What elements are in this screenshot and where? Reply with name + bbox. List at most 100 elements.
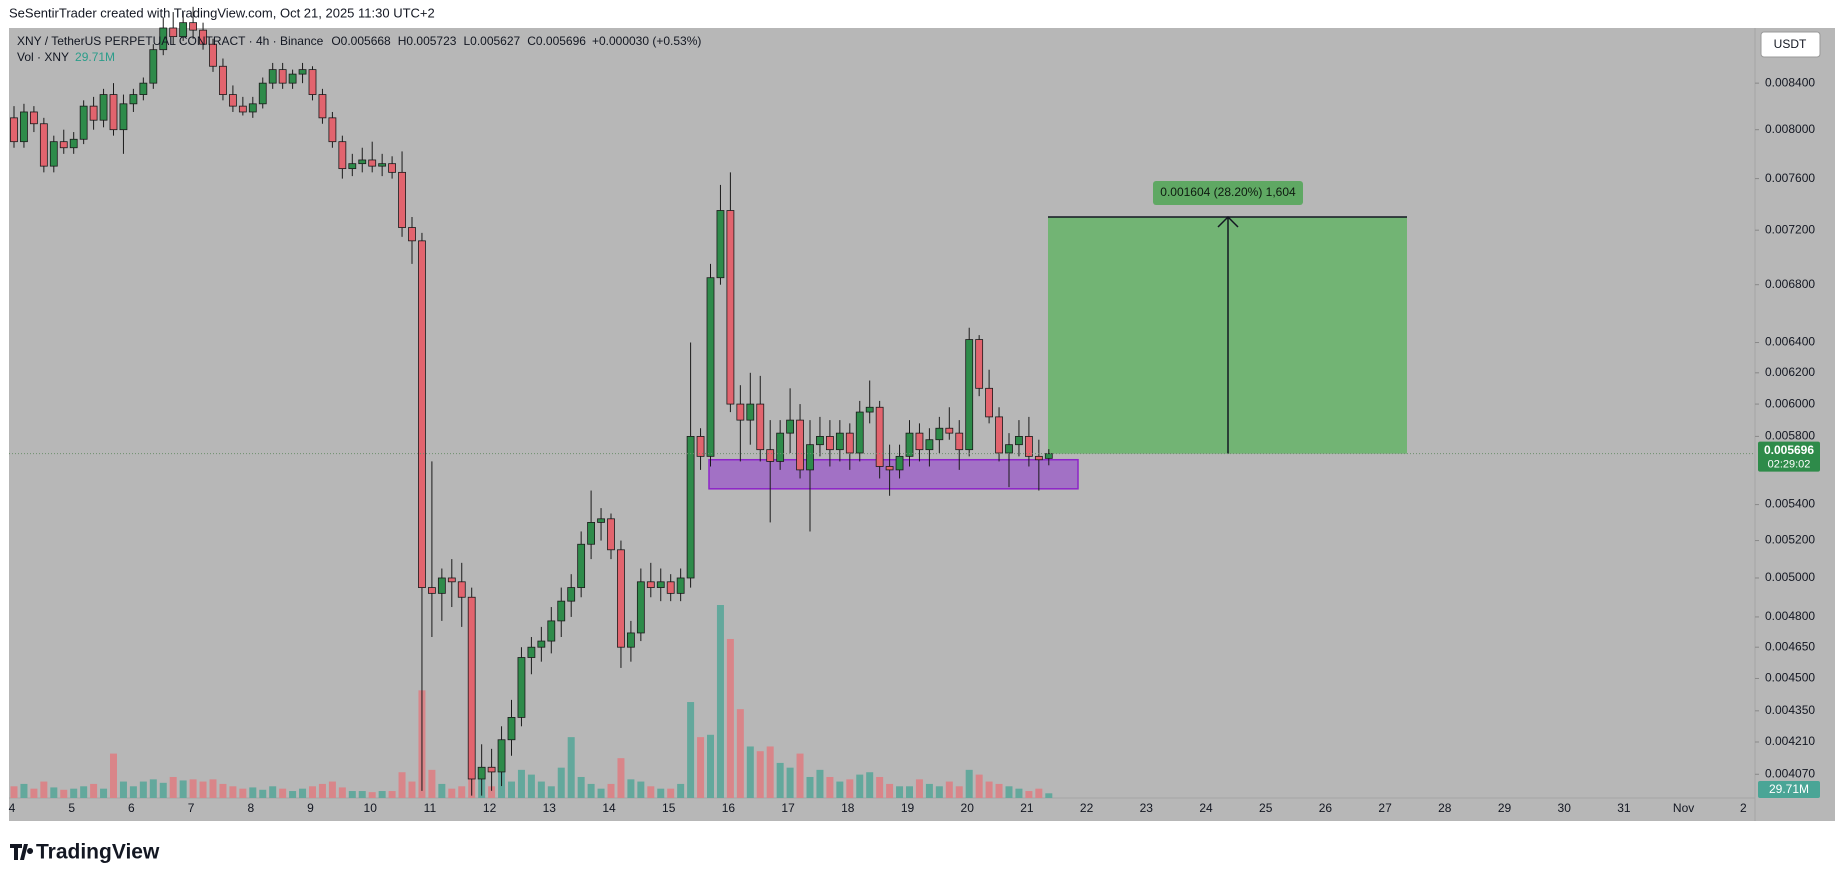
candle-body [288, 73, 297, 84]
volume-bar [60, 789, 68, 798]
candle-body [59, 141, 68, 149]
candle-body [10, 117, 18, 143]
time-tick-label: 22 [1080, 801, 1094, 815]
volume-bar [299, 788, 307, 798]
candle-body [975, 339, 984, 389]
volume-bar [906, 786, 913, 798]
candle-body [955, 432, 964, 451]
price-tick-label: 0.007600 [1765, 171, 1815, 185]
price-tick-label: 0.006000 [1765, 396, 1815, 410]
change: +0.000030 (+0.53%) [592, 34, 701, 48]
volume-bar [40, 781, 48, 798]
volume-bar [149, 779, 157, 798]
volume-bar [647, 786, 655, 798]
volume-bar [1035, 788, 1043, 798]
volume-bar [1045, 793, 1053, 798]
volume-bar [368, 792, 376, 798]
legend-volume: Vol · XNY 29.71M [17, 50, 115, 64]
volume-bar [796, 753, 804, 798]
volume-bar [100, 788, 108, 798]
marks [9, 6, 1755, 798]
candle-body [497, 739, 506, 773]
arrow-head [1217, 215, 1239, 228]
volume-bar [488, 786, 496, 798]
volume-bar [677, 783, 685, 798]
candle-body [666, 581, 675, 594]
time-tick-label: 29 [1498, 801, 1512, 815]
price-tick-label: 0.006800 [1765, 277, 1815, 291]
time-tick-label: 11 [424, 801, 437, 815]
volume-bar [597, 788, 605, 798]
volume-bar [269, 786, 277, 798]
price-tick-label: 0.005800 [1765, 429, 1815, 443]
candle-body [1034, 455, 1043, 461]
candle-body [985, 387, 993, 418]
candle-body [746, 403, 755, 421]
volume-bar [20, 783, 28, 798]
volume-bar [975, 774, 983, 798]
currency-label[interactable]: USDT [1774, 37, 1807, 51]
price-tick-label: 0.004210 [1765, 734, 1815, 748]
volume-bar [746, 746, 754, 798]
candle-body [965, 339, 974, 451]
candle-body [756, 403, 765, 451]
volume-bar [80, 786, 88, 798]
volume-bar [458, 786, 466, 798]
volume-bar [736, 709, 744, 798]
volume-bar [50, 787, 58, 798]
volume-bar [697, 737, 705, 798]
volume-bar [876, 776, 884, 798]
candle-body [209, 43, 217, 67]
candle-body [457, 581, 466, 598]
candle-body [806, 444, 814, 471]
candle-body [139, 82, 148, 95]
time-tick-label: 23 [1140, 801, 1154, 815]
ohlc-key: L [463, 34, 470, 48]
candle-body [427, 587, 436, 594]
volume-bar [259, 789, 267, 798]
support-zone [708, 458, 1079, 490]
volume-bar [617, 758, 625, 798]
candle-body [865, 406, 874, 413]
volume-bar [209, 779, 217, 798]
candle-body [228, 94, 237, 107]
volume-bar [607, 783, 615, 798]
price-tick-label: 0.004070 [1765, 766, 1815, 780]
candle-body [1015, 436, 1023, 446]
volume-bar [826, 776, 834, 798]
volume-bar [985, 781, 993, 798]
candle-body [656, 581, 665, 588]
time-tick-label: 10 [364, 801, 378, 815]
volume-bar [935, 786, 943, 798]
candle-body [338, 141, 347, 170]
volume-bar [229, 786, 237, 798]
volume-bar [289, 791, 297, 798]
price-tick-label: 0.005400 [1765, 497, 1815, 511]
target-label-box [1153, 181, 1303, 206]
price-tick-label: 0.004350 [1765, 703, 1815, 717]
time-tick-label: 15 [662, 801, 676, 815]
candle-body [248, 103, 257, 113]
volume-bar [587, 783, 595, 798]
candle-body [487, 766, 496, 773]
volume-bar [527, 774, 535, 798]
volume-bar [637, 781, 645, 798]
time-tick-label: 19 [901, 801, 915, 815]
candle-body [816, 436, 824, 446]
candle-body [726, 210, 735, 405]
volume-bar [965, 769, 973, 798]
volume-bar [806, 776, 814, 798]
time-tick-label: 26 [1319, 801, 1333, 815]
candle-body [398, 171, 406, 228]
candle-body [736, 403, 745, 421]
candle-body [219, 65, 227, 95]
legend-symbol: XNY / TetherUS PERPETUAL CONTRACT · 4h ·… [17, 34, 701, 48]
volume-bar [517, 769, 525, 798]
candle-body [945, 427, 954, 434]
volume-bar [129, 786, 137, 798]
volume-bar [816, 769, 824, 798]
candle-body [786, 419, 794, 434]
volume-bar [955, 786, 963, 798]
ohlc-value: 0.005668 [341, 34, 391, 48]
currency-button[interactable] [1760, 31, 1821, 58]
